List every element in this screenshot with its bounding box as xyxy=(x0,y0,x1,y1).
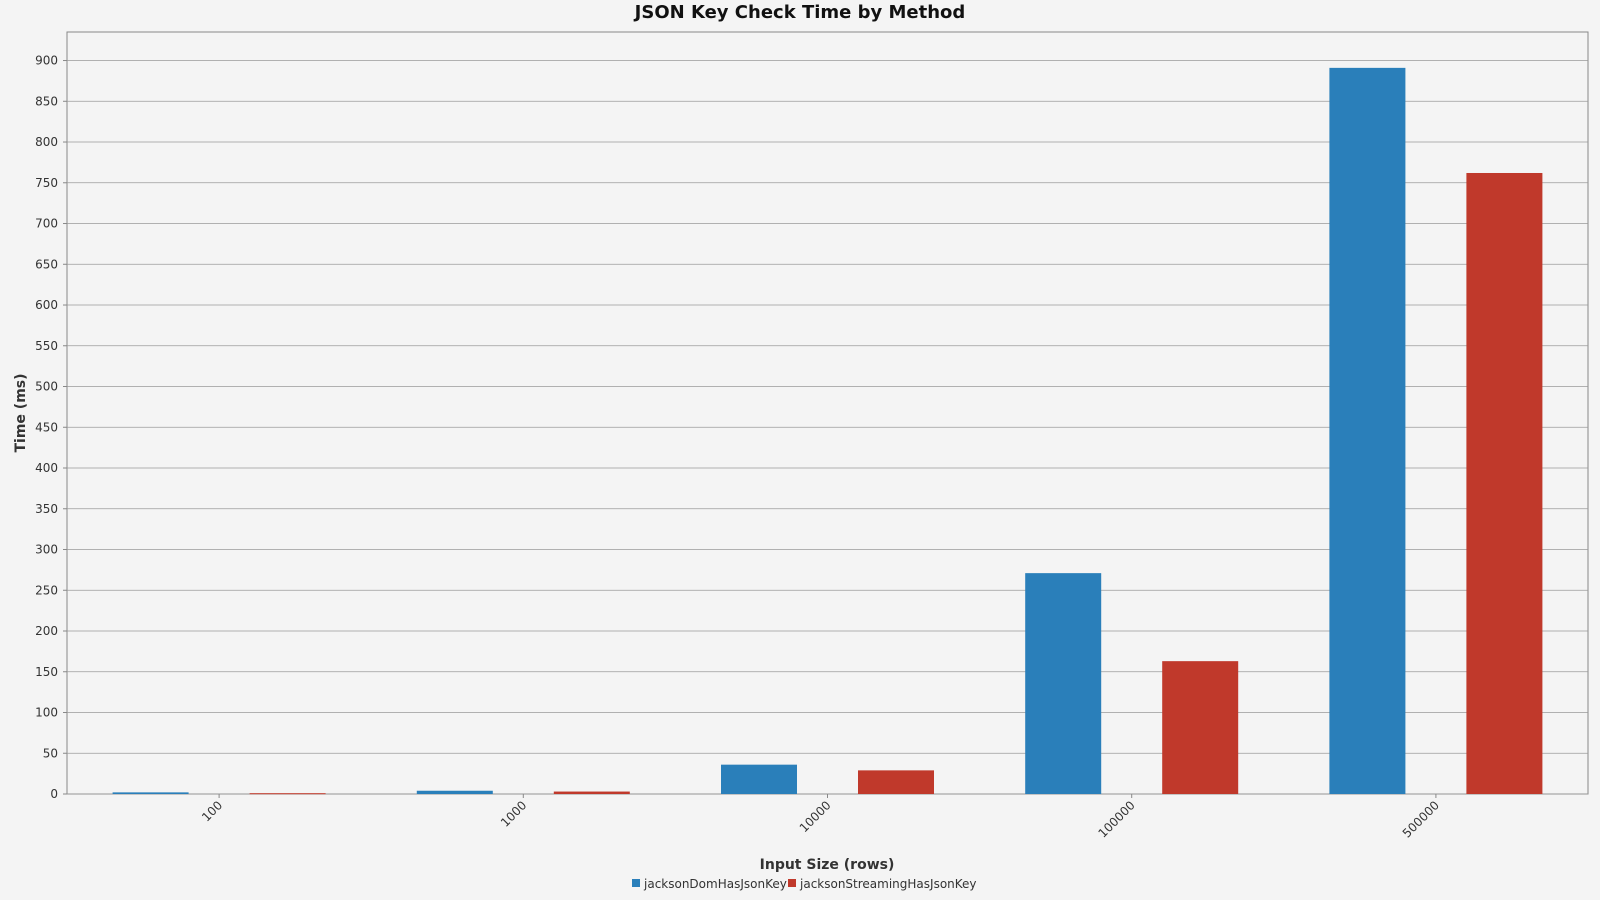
y-tick-label: 0 xyxy=(50,787,58,801)
y-tick-label: 550 xyxy=(35,339,58,353)
y-axis-title: Time (ms) xyxy=(13,373,29,452)
x-tick-label: 1000 xyxy=(498,798,529,829)
y-tick-label: 750 xyxy=(35,176,58,190)
bar-jacksonStreamingHasJsonKey-100000 xyxy=(1162,661,1239,794)
y-tick-label: 800 xyxy=(35,135,58,149)
bar-jacksonStreamingHasJsonKey-10000 xyxy=(858,770,934,794)
y-tick-label: 150 xyxy=(35,665,58,679)
bar-jacksonStreamingHasJsonKey-1000 xyxy=(553,791,630,794)
bar-jacksonDomHasJsonKey-500000 xyxy=(1329,67,1406,794)
legend-swatch-jacksonStreamingHasJsonKey xyxy=(788,879,796,887)
y-tick-label: 350 xyxy=(35,502,58,516)
x-tick-label: 100000 xyxy=(1096,798,1138,840)
y-tick-label: 400 xyxy=(35,461,58,475)
y-tick-label: 200 xyxy=(35,624,58,638)
x-axis-ticks: 100 1000 10000 100000 500000 xyxy=(199,794,1442,841)
x-tick-label: 500000 xyxy=(1400,798,1442,840)
y-tick-label: 100 xyxy=(35,706,58,720)
legend: jacksonDomHasJsonKey jacksonStreamingHasJ… xyxy=(632,877,977,891)
bar-jacksonDomHasJsonKey-100 xyxy=(112,792,189,794)
y-axis-ticks: 0 50 100 150 200 250 300 350 400 450 500 550 600 650 7… xyxy=(35,54,67,801)
y-tick-label: 50 xyxy=(43,746,58,760)
y-tick-label: 850 xyxy=(35,94,58,108)
y-tick-label: 650 xyxy=(35,257,58,271)
y-tick-label: 500 xyxy=(35,380,58,394)
chart-title: JSON Key Check Time by Method xyxy=(633,2,966,23)
bar-jacksonStreamingHasJsonKey-500000 xyxy=(1466,172,1543,795)
y-tick-label: 450 xyxy=(35,420,58,434)
y-tick-label: 600 xyxy=(35,298,58,312)
bar-jacksonDomHasJsonKey-1000 xyxy=(416,790,493,794)
bars xyxy=(112,67,1543,795)
x-axis-title: Input Size (rows) xyxy=(760,857,895,873)
bar-jacksonDomHasJsonKey-10000 xyxy=(721,764,797,794)
bar-jacksonDomHasJsonKey-100000 xyxy=(1025,573,1102,794)
x-tick-label: 100 xyxy=(199,798,225,824)
x-tick-label: 10000 xyxy=(797,798,834,835)
legend-swatch-jacksonDomHasJsonKey xyxy=(632,879,640,887)
bar-jacksonStreamingHasJsonKey-100 xyxy=(249,793,326,795)
y-tick-label: 900 xyxy=(35,54,58,68)
legend-label-jacksonDomHasJsonKey: jacksonDomHasJsonKey xyxy=(643,877,787,891)
y-tick-label: 300 xyxy=(35,543,58,557)
y-tick-label: 250 xyxy=(35,583,58,597)
legend-label-jacksonStreamingHasJsonKey: jacksonStreamingHasJsonKey xyxy=(799,877,977,891)
y-tick-label: 700 xyxy=(35,217,58,231)
